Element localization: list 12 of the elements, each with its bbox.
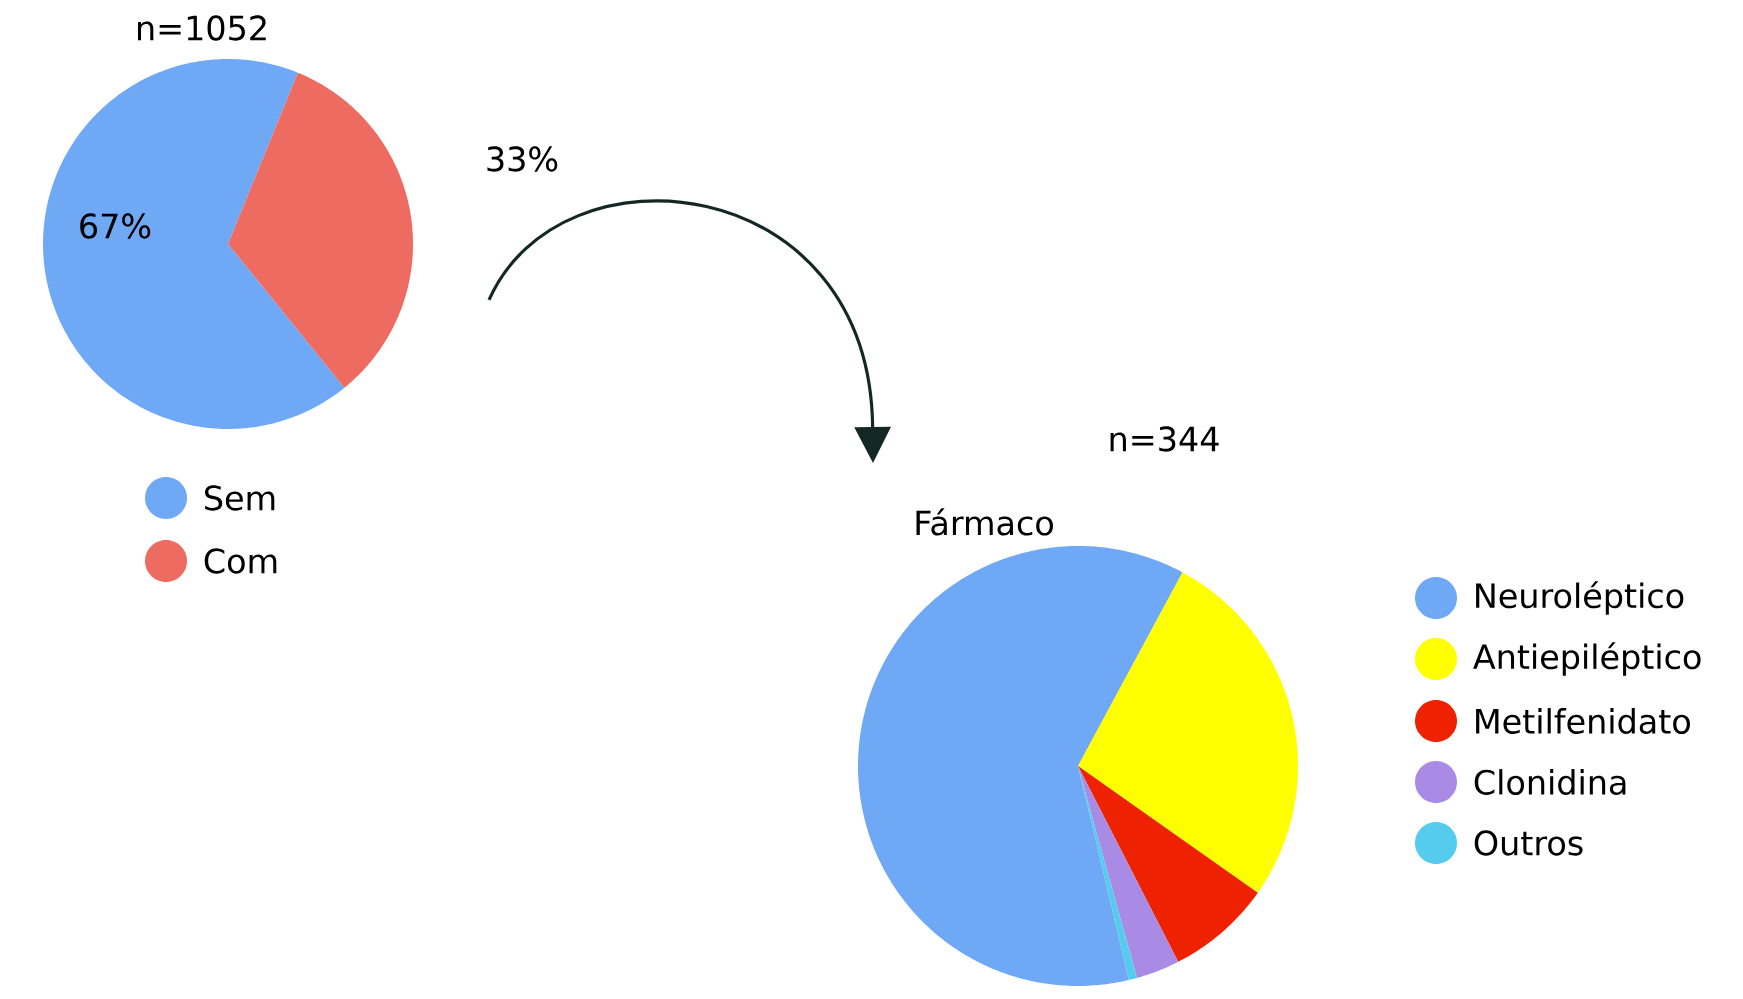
legend-label: Clonidina	[1474, 769, 1626, 795]
chart-title: n=1052	[137, 15, 266, 41]
legend-label: Sem	[205, 485, 275, 511]
legend-label: Com	[204, 548, 277, 574]
legend-label: Neuroléptico	[1476, 581, 1684, 615]
legend-label: Antiepiléptico	[1473, 642, 1701, 676]
data-label: 67%	[80, 213, 151, 239]
data-label: 33%	[487, 146, 558, 172]
legend-label: Metilfenidato	[1476, 708, 1690, 734]
chart-subtitle: Fármaco	[916, 508, 1053, 536]
chart-title: n=344	[1110, 426, 1219, 452]
legend-label: Outros	[1474, 830, 1583, 856]
